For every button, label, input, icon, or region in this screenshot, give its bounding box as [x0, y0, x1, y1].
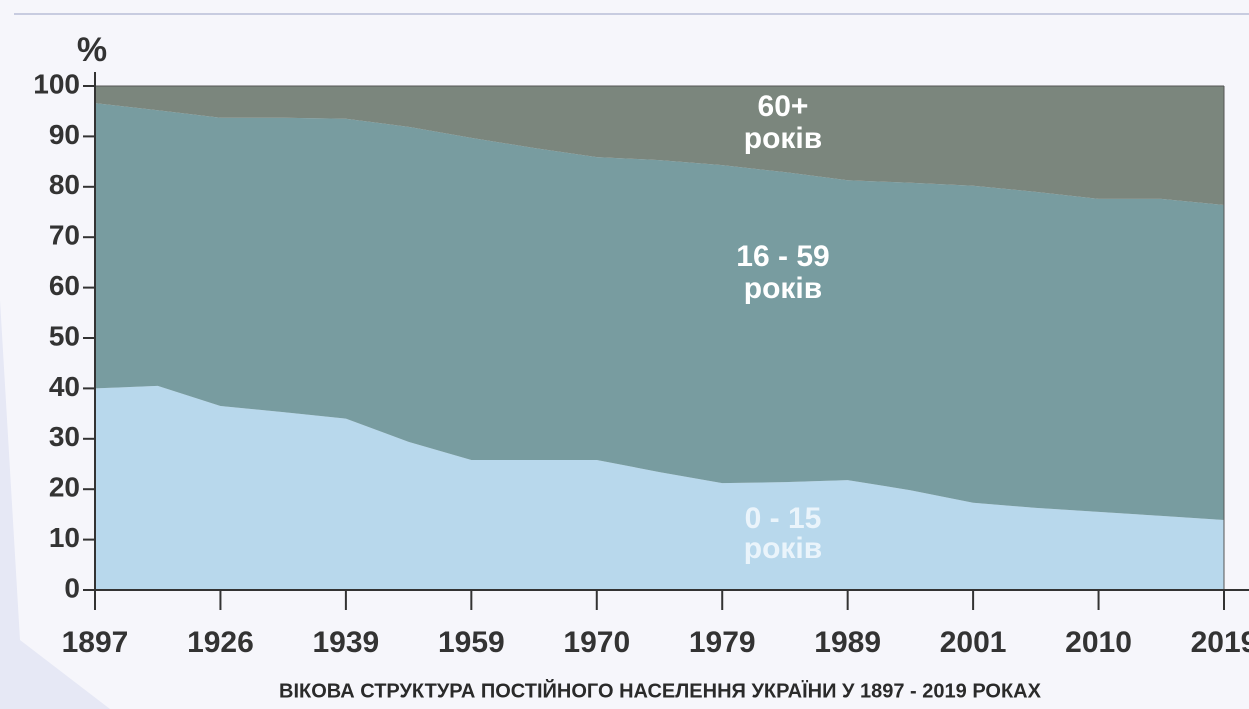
- x-tick-label: 1970: [563, 626, 630, 659]
- series-label: 0 - 15: [745, 502, 822, 535]
- y-tick-label: 40: [49, 371, 80, 402]
- y-tick-label: 60: [49, 270, 80, 301]
- area: [95, 86, 1224, 205]
- chart-title: ВІКОВА СТРУКТУРА ПОСТІЙНОГО НАСЕЛЕННЯ УК…: [279, 678, 1042, 702]
- plot-area: [95, 85, 1225, 590]
- area: [95, 103, 1224, 520]
- x-tick-label: 2010: [1065, 626, 1132, 659]
- y-tick-label: 30: [49, 421, 80, 452]
- x-tick-label: 1897: [62, 626, 129, 659]
- x-tick-label: 1979: [689, 626, 756, 659]
- y-tick-label: 50: [49, 320, 80, 351]
- y-tick-label: 0: [64, 572, 80, 603]
- series-unit: років: [744, 272, 822, 305]
- y-axis-label: %: [77, 31, 107, 69]
- x-tick-label: 1989: [814, 626, 881, 659]
- y-tick-label: 80: [49, 169, 80, 200]
- y-tick-label: 90: [49, 119, 80, 150]
- series-label: 16 - 59: [736, 240, 829, 273]
- series-unit: років: [744, 122, 822, 155]
- x-tick-label: 2019: [1191, 626, 1249, 659]
- x-tick-label: 1939: [313, 626, 380, 659]
- y-tick-label: 10: [49, 522, 80, 553]
- series-unit: років: [744, 532, 822, 565]
- x-tick-label: 1926: [187, 626, 254, 659]
- y-tick-label: 70: [49, 220, 80, 251]
- area: [95, 385, 1224, 590]
- x-tick-label: 2001: [940, 626, 1007, 659]
- series-label: 60+: [758, 90, 809, 123]
- y-tick-label: 20: [49, 472, 80, 503]
- x-tick-label: 1959: [438, 626, 505, 659]
- y-tick-label: 100: [33, 68, 80, 99]
